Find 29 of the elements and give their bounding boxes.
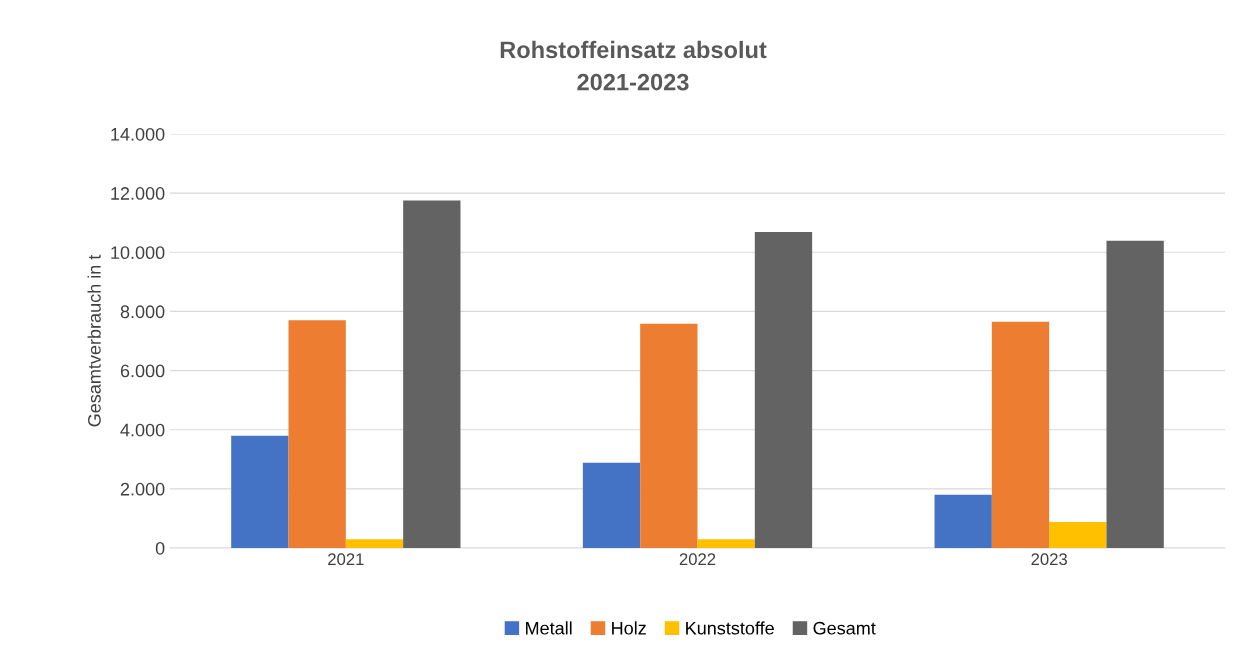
bar — [640, 323, 698, 548]
y-tick-label: 10.000 — [111, 246, 165, 260]
x-tick-label: 2022 — [679, 553, 716, 566]
legend-label: Holz — [612, 621, 646, 635]
y-axis-title: Gesamtverbrauch in t — [87, 254, 101, 427]
y-tick-label: 2.000 — [120, 482, 165, 496]
bar — [231, 435, 289, 548]
bar — [345, 539, 404, 548]
x-tick-label: 2023 — [1031, 553, 1067, 566]
legend-label: Metall — [526, 621, 572, 635]
y-tick-label: 14.000 — [111, 127, 165, 141]
bar — [288, 320, 346, 548]
bar — [934, 494, 992, 548]
y-tick-label: 12.000 — [111, 187, 165, 200]
legend-label: Gesamt — [813, 621, 876, 635]
bar — [991, 321, 1050, 548]
bar — [1049, 521, 1107, 548]
legend-label: Kunststoffe — [686, 621, 774, 635]
bar — [1106, 240, 1164, 548]
bar — [403, 200, 461, 548]
chart-title: Rohstoffeinsatz absolut 2021-2023 — [500, 40, 767, 91]
bar — [754, 231, 813, 548]
bar — [582, 462, 641, 548]
bar — [697, 539, 755, 548]
y-tick-label: 0 — [155, 541, 165, 555]
y-tick-label: 6.000 — [120, 364, 165, 378]
y-tick-label: 4.000 — [120, 423, 165, 437]
x-tick-label: 2021 — [328, 553, 364, 566]
y-tick-label: 8.000 — [120, 305, 165, 319]
